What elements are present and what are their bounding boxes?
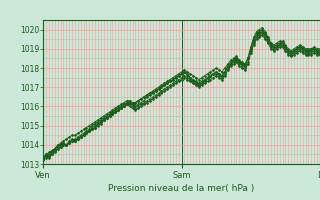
- X-axis label: Pression niveau de la mer( hPa ): Pression niveau de la mer( hPa ): [108, 184, 255, 193]
